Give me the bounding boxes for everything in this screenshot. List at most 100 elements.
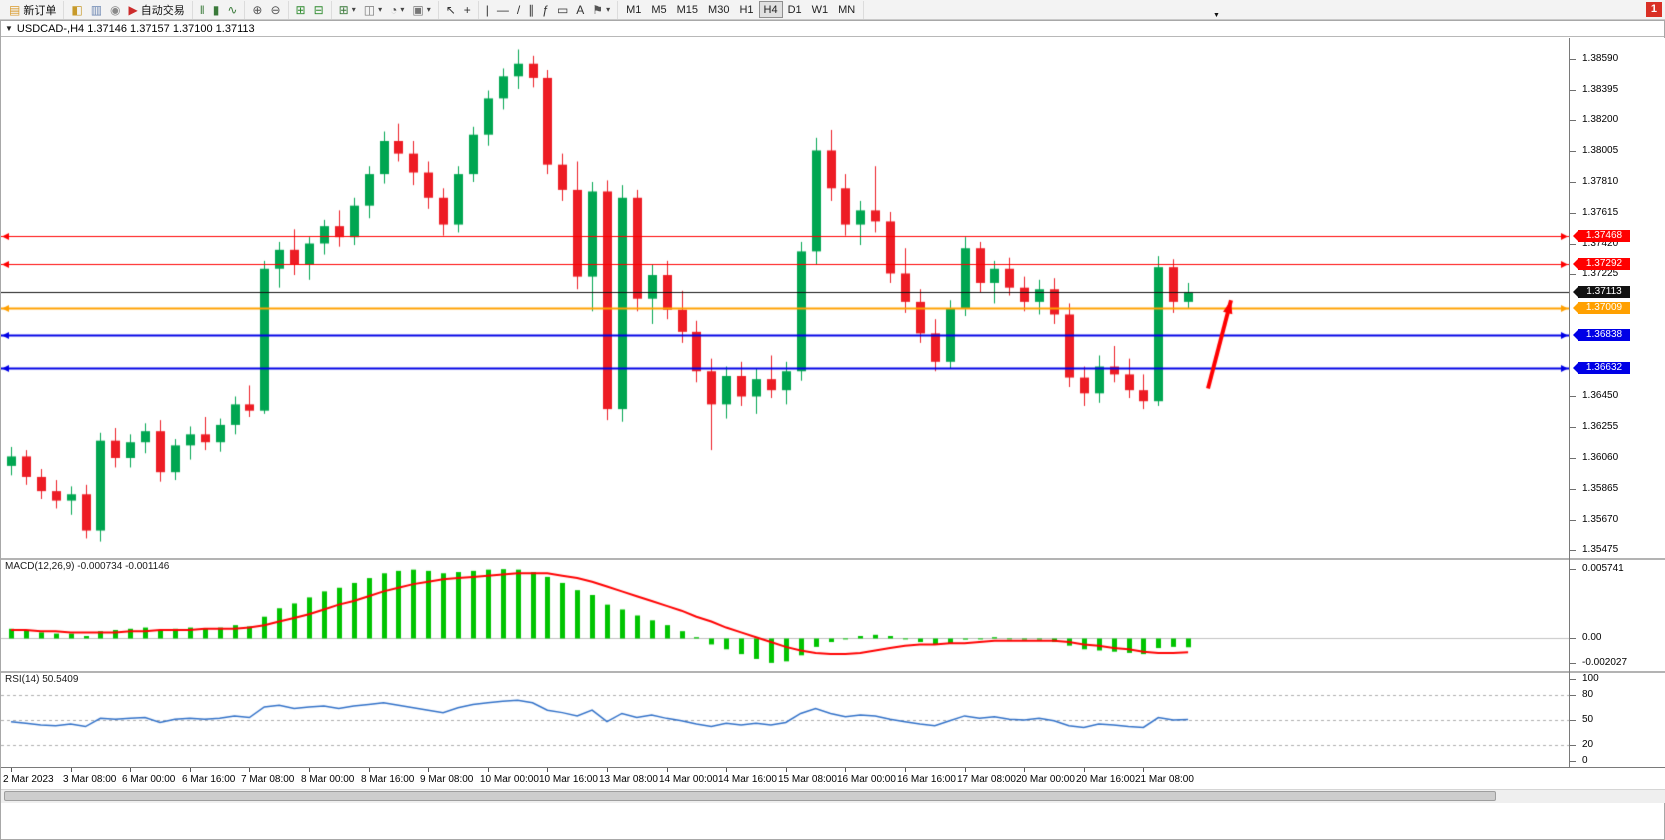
time-tick-mark (130, 768, 131, 772)
line-chart-icon: ∿ (227, 2, 238, 17)
axis-tick-label: 1.38395 (1582, 84, 1619, 95)
tile-windows-button[interactable]: ⊞ (292, 1, 310, 18)
chart-dropdown-icon[interactable]: ▼ (5, 24, 13, 33)
axis-tick-label: 0 (1582, 755, 1588, 766)
panel-splitter-rsi[interactable] (1, 671, 1665, 673)
tf-h1-button[interactable]: H1 (734, 1, 758, 18)
toolbar-group-trade: ▤ 新订单 (2, 0, 65, 19)
tf-h1-button-label: H1 (739, 3, 754, 16)
axis-tick-label: 1.37225 (1582, 268, 1619, 279)
time-tick-mark (190, 768, 191, 772)
tf-m30-button[interactable]: M30 (703, 1, 734, 18)
price-axis-border (1569, 38, 1570, 789)
price-line-label: 1.37113 (1573, 286, 1630, 298)
market-watch-button[interactable]: ◧ (67, 1, 86, 18)
tf-m5-button[interactable]: M5 (646, 1, 671, 18)
notification-badge[interactable]: 1 (1645, 2, 1662, 17)
axis-tick-label: 1.36450 (1582, 390, 1619, 401)
tf-m30-button-label: M30 (708, 3, 730, 16)
trendline-button[interactable]: / (513, 1, 524, 18)
templates-button[interactable]: ▣ ▾ (408, 1, 434, 18)
tf-w1-button[interactable]: W1 (807, 1, 834, 18)
toolbar-group-windows: ⊞ ⊟ (289, 0, 332, 19)
line-chart-button[interactable]: ∿ (223, 1, 241, 18)
price-line-label: 1.36632 (1573, 362, 1630, 374)
fibonacci-button[interactable]: ƒ (538, 1, 553, 18)
text-button[interactable]: A (572, 1, 588, 18)
cursor-button[interactable]: ↖ (442, 1, 460, 18)
time-label: 6 Mar 16:00 (182, 774, 236, 785)
axis-tick-mark (1570, 182, 1576, 183)
axis-tick-mark (1570, 520, 1576, 521)
axis-tick-mark (1570, 679, 1576, 680)
dropdown-arrow-icon: ▾ (400, 5, 405, 14)
new-order-button-label: 新订单 (23, 4, 57, 17)
tf-m1-button[interactable]: M1 (621, 1, 646, 18)
dropdown-arrow-icon: ▾ (606, 5, 611, 14)
fibonacci-icon: ƒ (542, 2, 549, 17)
profiles-button[interactable]: ◫ ▾ (360, 1, 386, 18)
macd-chart[interactable] (1, 560, 1569, 671)
tf-m15-button-label: M15 (676, 3, 699, 16)
vertical-line-button[interactable]: | (482, 1, 493, 18)
macd-label: MACD(12,26,9) -0.000734 -0.001146 (5, 561, 170, 572)
candlestick-chart[interactable] (1, 38, 1569, 558)
toolbar-overflow-icon[interactable]: ▼ (1213, 12, 1220, 19)
axis-tick-mark (1570, 695, 1576, 696)
macd-axis[interactable]: 0.005741 0.00 -0.002027 (1570, 560, 1665, 671)
axis-tick-mark (1570, 90, 1576, 91)
tf-h4-button-label: H4 (763, 3, 778, 16)
rsi-axis[interactable]: 100 80 50 20 0 (1570, 673, 1665, 767)
tf-d1-button[interactable]: D1 (783, 1, 807, 18)
axis-tick-mark (1570, 213, 1576, 214)
axis-tick-label: 1.37810 (1582, 176, 1619, 187)
arrows-button[interactable]: ⚑ ▾ (588, 1, 614, 18)
rsi-chart[interactable] (1, 673, 1569, 767)
time-label: 20 Mar 00:00 (1016, 774, 1075, 785)
horizontal-line-button[interactable]: — (493, 1, 513, 18)
time-tick-mark (547, 768, 548, 772)
navigator-button[interactable]: ◉ (106, 1, 124, 18)
candlestick-chart-button[interactable]: ▮ (209, 1, 224, 18)
crosshair-button[interactable]: + (460, 1, 475, 18)
auto-arrange-button[interactable]: ⊟ (310, 1, 328, 18)
template-icon: ▣ (412, 2, 424, 17)
axis-tick-label: 1.37615 (1582, 207, 1619, 218)
new-order-button[interactable]: ▤ 新订单 (5, 1, 60, 18)
axis-tick-mark (1570, 569, 1576, 570)
zoom-out-button[interactable]: ⊖ (266, 1, 284, 18)
new-chart-button[interactable]: ⊞ ▾ (335, 1, 360, 18)
time-label: 15 Mar 08:00 (778, 774, 837, 785)
toolbar-group-chart-types: ‖ ▮ ∿ (193, 0, 246, 19)
time-label: 8 Mar 00:00 (301, 774, 355, 785)
rsi-pane: RSI(14) 50.5409 (1, 673, 1665, 767)
axis-tick-label: 100 (1582, 673, 1599, 684)
bar-chart-button[interactable]: ‖ (196, 1, 209, 18)
scrollbar-thumb[interactable] (4, 791, 1496, 801)
axis-tick-mark (1570, 244, 1576, 245)
new-chart-icon: ⊞ (338, 2, 349, 17)
axis-tick-label: 1.35475 (1582, 544, 1619, 555)
channel-button[interactable]: ∥ (524, 1, 538, 18)
auto-trading-button[interactable]: ▶ 自动交易 (125, 1, 189, 18)
time-axis[interactable]: 2 Mar 2023 3 Mar 08:00 6 Mar 00:00 6 Mar 16… (1, 767, 1665, 790)
axis-tick-label: 20 (1582, 739, 1594, 750)
data-window-button[interactable]: ▥ (87, 1, 106, 18)
shapes-button[interactable]: ▭ (553, 1, 572, 18)
horizontal-scrollbar[interactable] (1, 789, 1665, 803)
text-tool-icon: A (576, 2, 585, 17)
axis-tick-label: -0.002027 (1582, 657, 1628, 668)
tf-h4-button[interactable]: H4 (758, 1, 783, 18)
period-button[interactable]: ◔ ▾ (386, 1, 408, 18)
tf-mn-button[interactable]: MN (833, 1, 860, 18)
tf-w1-button-label: W1 (811, 3, 829, 16)
axis-tick-mark (1570, 151, 1576, 152)
panel-splitter-macd[interactable] (1, 558, 1665, 560)
price-line-label: 1.37292 (1573, 258, 1630, 270)
auto-trading-button-label: 自动交易 (140, 4, 185, 17)
tf-m15-button[interactable]: M15 (672, 1, 703, 18)
price-axis[interactable]: 1.38590 1.38395 1.38200 1.38005 1.37810 1.376… (1570, 38, 1665, 558)
toolbar-group-panels: ◧ ▥ ◉ ▶ 自动交易 (64, 0, 193, 19)
zoom-in-button[interactable]: ⊕ (248, 1, 266, 18)
